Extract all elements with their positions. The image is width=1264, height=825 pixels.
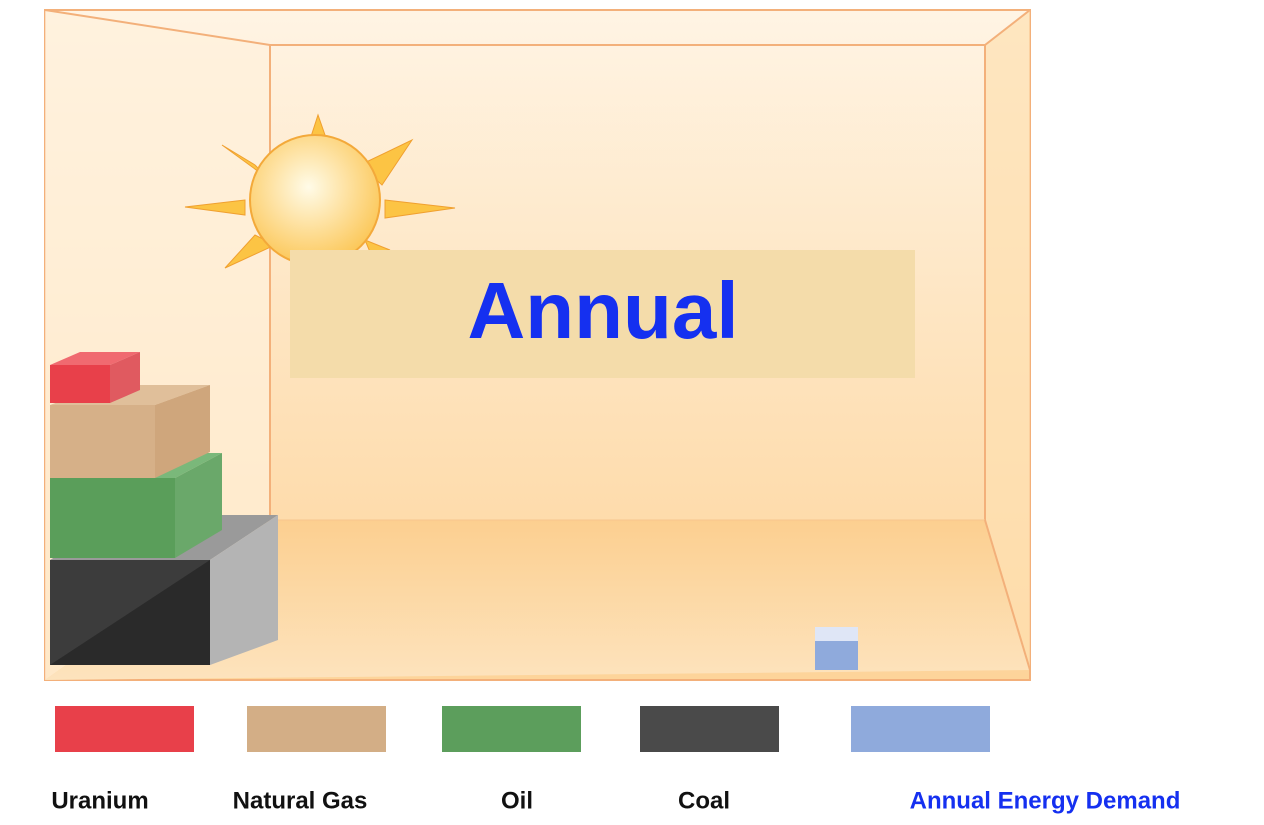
legend-swatch xyxy=(851,706,990,752)
legend-label: Oil xyxy=(501,787,533,814)
legend-label: Natural Gas xyxy=(233,787,368,814)
page: {"title": "Annual", "legend": [ {"label"… xyxy=(0,0,1264,825)
title: Annual xyxy=(467,266,738,355)
legend-swatch xyxy=(55,706,194,752)
legend-swatch xyxy=(247,706,386,752)
illustration: Annual Uranium Natural Gas Oil Coal Annual E… xyxy=(0,0,1264,825)
demand-box xyxy=(815,627,858,670)
legend-label: Coal xyxy=(678,787,730,814)
legend-label: Annual Energy Demand xyxy=(910,787,1181,814)
legend: Uranium Natural Gas Oil Coal Annual Energy D… xyxy=(51,706,1180,814)
legend-label: Uranium xyxy=(51,787,148,814)
legend-swatch xyxy=(640,706,779,752)
legend-swatch xyxy=(442,706,581,752)
